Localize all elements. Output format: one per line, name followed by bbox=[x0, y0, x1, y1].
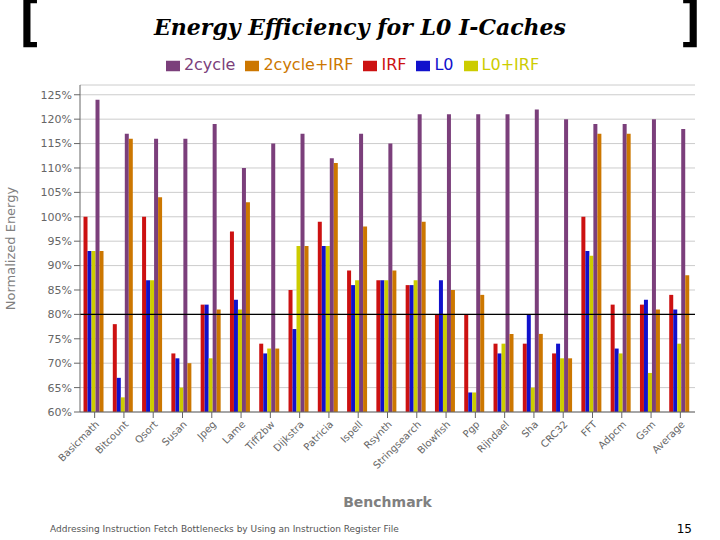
html-text:2cycle: 2cycle bbox=[183, 55, 236, 74]
svg-text:Qsort: Qsort bbox=[133, 419, 160, 446]
svg-text:Blowfish: Blowfish bbox=[415, 419, 452, 456]
html-text:Addressing Instruction Fetch B: Addressing Instruction Fetch Bottlenecks… bbox=[50, 524, 399, 534]
svg-text:60%: 60% bbox=[48, 406, 72, 419]
html-text:15: 15 bbox=[676, 522, 692, 536]
svg-text:Jpeg: Jpeg bbox=[194, 419, 218, 443]
svg-text:Basicmath: Basicmath bbox=[56, 419, 101, 464]
svg-text:80%: 80% bbox=[48, 308, 72, 321]
svg-text:CRC32: CRC32 bbox=[538, 419, 569, 450]
svg-text:Benchmark: Benchmark bbox=[343, 494, 432, 510]
svg-text:Sha: Sha bbox=[519, 419, 540, 440]
html-text:IRF: IRF bbox=[381, 55, 407, 74]
svg-text:Susan: Susan bbox=[160, 419, 189, 448]
svg-text:105%: 105% bbox=[41, 186, 72, 199]
svg-text:115%: 115% bbox=[41, 137, 72, 150]
svg-text:Gsm: Gsm bbox=[634, 419, 658, 443]
svg-text:65%: 65% bbox=[48, 382, 72, 395]
svg-text:Rsynth: Rsynth bbox=[361, 418, 394, 451]
html-text:L0: L0 bbox=[434, 55, 454, 74]
svg-text:FFT: FFT bbox=[579, 418, 600, 439]
svg-text:Lame: Lame bbox=[220, 419, 247, 446]
svg-text:Stringsearch: Stringsearch bbox=[371, 419, 423, 471]
svg-text:Bitcount: Bitcount bbox=[93, 419, 130, 456]
html-text:2cycle+IRF: 2cycle+IRF bbox=[263, 55, 354, 74]
svg-text:Dijkstra: Dijkstra bbox=[271, 419, 306, 454]
svg-text:90%: 90% bbox=[48, 259, 72, 272]
html-text:Energy Efficiency for L0 I-Cac: Energy Efficiency for L0 I-Caches bbox=[154, 14, 566, 40]
svg-text:Normalized Energy: Normalized Energy bbox=[8, 187, 18, 311]
svg-text:95%: 95% bbox=[48, 235, 72, 248]
svg-text:Pgp: Pgp bbox=[461, 419, 482, 440]
svg-text:Tiff2bw: Tiff2bw bbox=[243, 418, 277, 453]
svg-text:110%: 110% bbox=[41, 162, 72, 175]
svg-text:100%: 100% bbox=[41, 211, 72, 224]
svg-text:125%: 125% bbox=[41, 89, 72, 102]
html-text:L0+IRF: L0+IRF bbox=[481, 55, 540, 74]
svg-text:Rijndael: Rijndael bbox=[475, 419, 511, 455]
svg-text:70%: 70% bbox=[48, 357, 72, 370]
svg-text:Adpcm: Adpcm bbox=[596, 419, 628, 451]
svg-text:120%: 120% bbox=[41, 113, 72, 126]
svg-text:Average: Average bbox=[650, 419, 687, 456]
svg-text:Ispell: Ispell bbox=[338, 419, 364, 445]
svg-text:Patricia: Patricia bbox=[301, 419, 335, 453]
svg-text:75%: 75% bbox=[48, 333, 72, 346]
svg-text:85%: 85% bbox=[48, 284, 72, 297]
